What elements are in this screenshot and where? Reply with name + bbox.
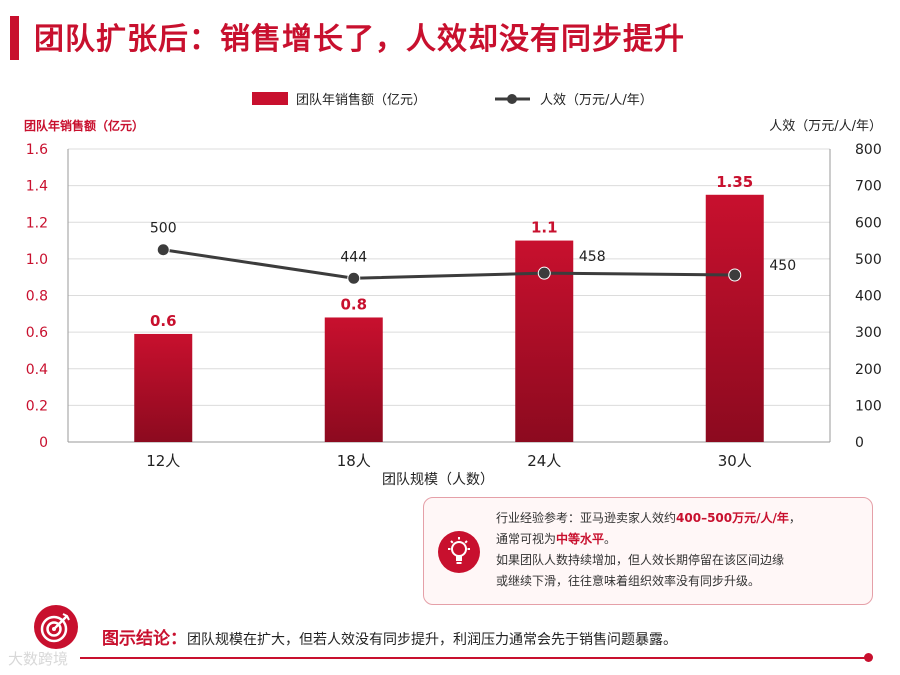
y-right-tick-label: 0 <box>855 435 864 451</box>
tip-line3: 如果团队人数持续增加，但人效长期停留在该区间边缘 <box>496 553 785 567</box>
y-left-tick-label: 1.0 <box>26 252 48 268</box>
y-left-tick-label: 0.6 <box>26 325 48 341</box>
y-left-tick-label: 0.4 <box>26 362 48 378</box>
x-category-label: 24人 <box>527 452 561 470</box>
y-right-tick-label: 300 <box>855 325 882 341</box>
bar-value-label: 1.1 <box>531 219 558 237</box>
combo-chart: 0 0.2 0.4 0.6 0.8 1.0 1.2 1.4 1.6 0 100 200 300 400 50… <box>24 92 882 488</box>
tip-line2-highlight: 中等水平 <box>556 532 605 546</box>
line-point <box>728 268 742 282</box>
y-left-tick-label: 0.2 <box>26 398 48 414</box>
tip-line1-text: 行业经验参考：亚马逊卖家人效约 <box>496 511 677 525</box>
legend-line-label: 人效（万元/人/年） <box>540 93 653 108</box>
y-left-tick-label: 0 <box>39 435 48 451</box>
conclusion-label: 图示结论： <box>102 629 187 649</box>
y-right-tick-label: 100 <box>855 398 882 414</box>
y-left-axis-title: 团队年销售额（亿元） <box>24 118 144 133</box>
line-value-label: 444 <box>340 249 367 265</box>
watermark: 大数跨境 <box>8 650 69 668</box>
bar <box>134 333 193 442</box>
bar <box>705 194 764 442</box>
conclusion-text: 团队规模在扩大，但若人效没有同步提升，利润压力通常会先于销售问题暴露。 <box>187 632 677 648</box>
bar-value-label: 1.35 <box>716 173 753 191</box>
tip-line2-suffix: 。 <box>604 532 617 546</box>
y-right-tick-label: 200 <box>855 362 882 378</box>
tip-line1-highlight: 400–500万元/人/年 <box>676 511 789 525</box>
title-accent-bar <box>10 16 19 60</box>
y-right-tick-label: 800 <box>855 142 882 158</box>
lightbulb-icon <box>438 531 480 573</box>
conclusion: 图示结论：团队规模在扩大，但若人效没有同步提升，利润压力通常会先于销售问题暴露。 <box>102 624 677 649</box>
y-left-tick-label: 1.2 <box>26 215 48 231</box>
x-category-label: 12人 <box>146 452 180 470</box>
conclusion-divider-dot <box>864 653 873 662</box>
legend-line-marker <box>507 94 517 104</box>
tip-line4: 或继续下滑，往往意味着组织效率没有同步升级。 <box>496 574 761 588</box>
y-left-tick-label: 0.8 <box>26 289 48 305</box>
y-right-tick-label: 700 <box>855 179 882 195</box>
line-series <box>163 248 735 280</box>
line-point <box>156 243 170 257</box>
y-left-tick-label: 1.6 <box>26 142 48 158</box>
bar-value-label: 0.6 <box>150 312 177 330</box>
y-right-tick-label: 400 <box>855 289 882 305</box>
line-value-label: 458 <box>579 249 606 265</box>
tip-line2-text: 通常可视为 <box>496 532 557 546</box>
legend-bar-label: 团队年销售额（亿元） <box>296 92 426 108</box>
line-value-label: 450 <box>769 258 796 274</box>
conclusion-divider <box>80 657 870 659</box>
line-value-label: 500 <box>150 221 177 237</box>
x-axis-title: 团队规模（人数） <box>382 472 494 488</box>
x-category-label: 18人 <box>337 452 371 470</box>
tip-line1-suffix: ， <box>788 511 801 525</box>
page-title: 团队扩张后：销售增长了，人效却没有同步提升 <box>34 22 685 57</box>
legend-bar-swatch <box>252 92 288 105</box>
target-icon <box>34 605 78 649</box>
bar-value-label: 0.8 <box>340 295 367 313</box>
line-point <box>347 271 361 285</box>
y-right-tick-label: 600 <box>855 215 882 231</box>
industry-tip-box: 行业经验参考：亚马逊卖家人效约400–500万元/人/年， 通常可视为中等水平。… <box>423 497 873 605</box>
bar <box>324 317 383 442</box>
x-category-label: 30人 <box>718 452 752 470</box>
line-point <box>537 266 551 280</box>
y-right-axis-title: 人效（万元/人/年） <box>769 119 882 134</box>
y-left-tick-label: 1.4 <box>26 179 48 195</box>
y-right-tick-label: 500 <box>855 252 882 268</box>
tip-text: 行业经验参考：亚马逊卖家人效约400–500万元/人/年， 通常可视为中等水平。… <box>496 508 801 592</box>
